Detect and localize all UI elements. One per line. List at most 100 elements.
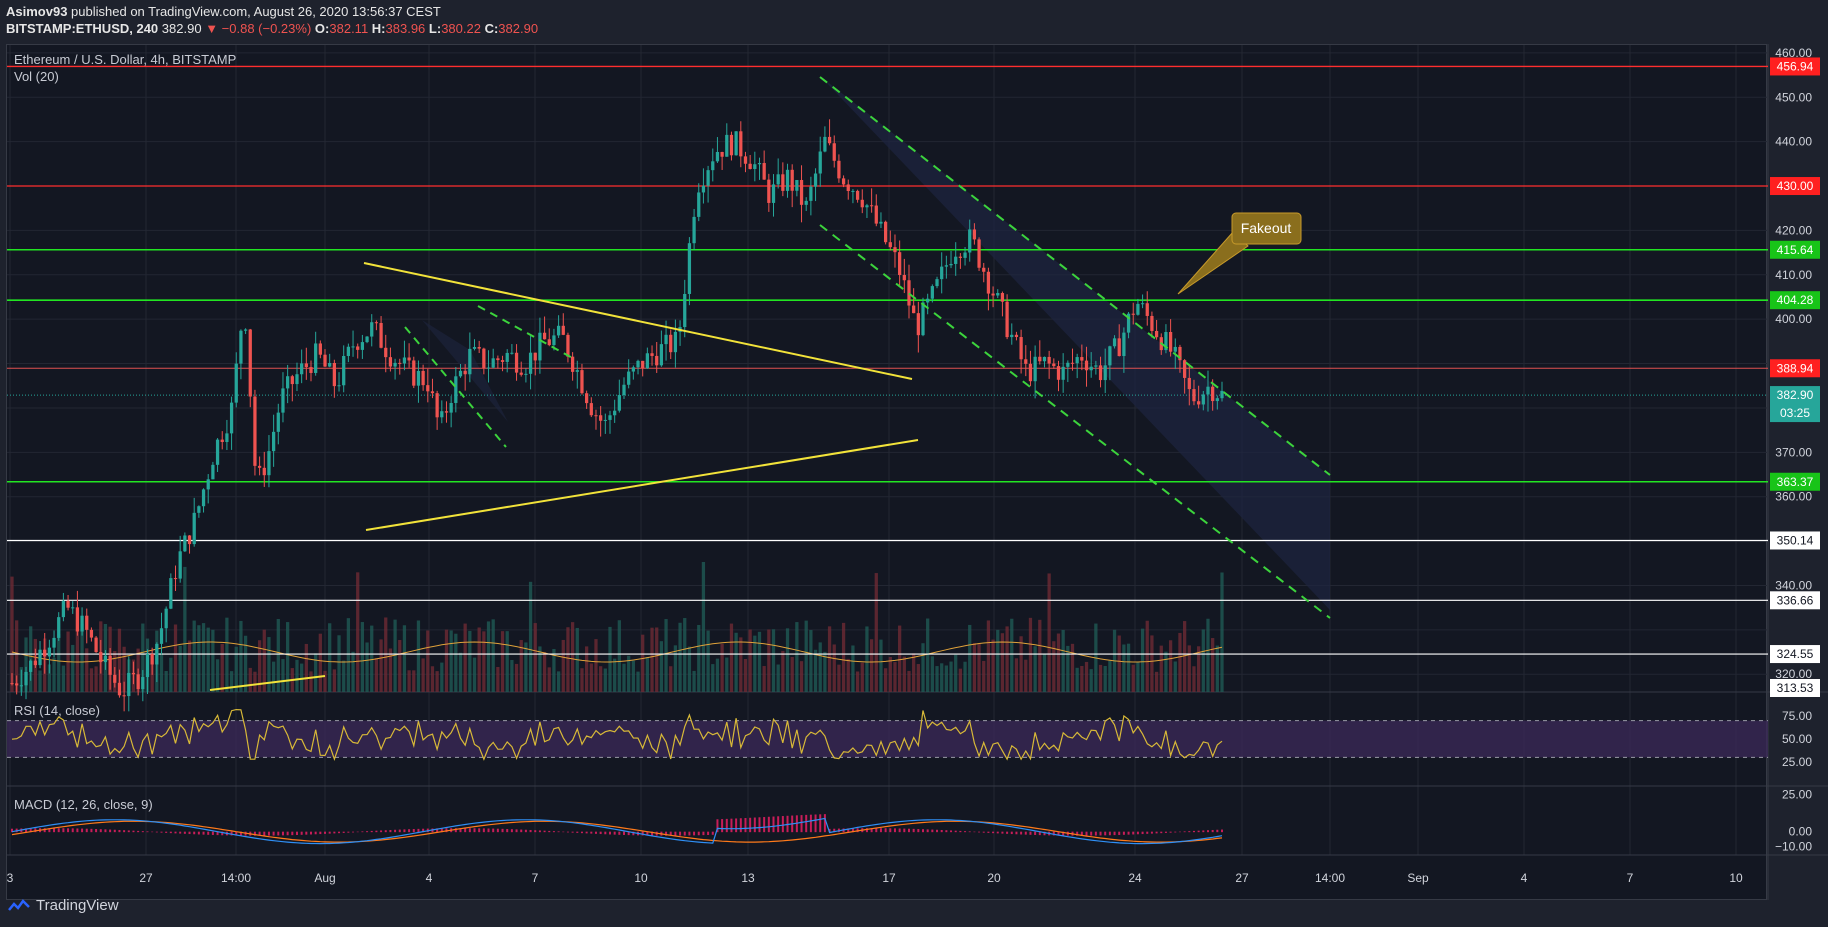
volume-bar [141,623,145,692]
candle-body [1140,303,1145,305]
volume-bar [599,666,603,692]
candle-body [173,578,178,580]
macd-hist-bar [464,828,467,833]
macd-hist-bar [384,830,387,833]
volume-bar [346,618,350,692]
volume-bar [729,623,734,692]
candle-body [38,649,42,666]
volume-bar [622,663,626,692]
volume-bar [935,666,939,692]
macd-hist-bar [917,829,920,833]
volume-bar [743,658,748,692]
close-value: 382.90 [498,21,539,36]
candle-body [99,652,103,663]
candle-body [720,151,724,157]
macd-hist-bar [1020,831,1023,835]
macd-hist-bar [118,829,121,833]
volume-bar [61,665,66,692]
volume-bar [659,641,664,692]
rsi-tick-label: 75.00 [1782,709,1812,723]
macd-hist-bar [856,828,859,833]
candle-body [552,335,556,346]
rsi-tick-label: 25.00 [1782,755,1812,769]
tradingview-footer[interactable]: TradingView [8,897,119,914]
candle-body [1182,360,1187,378]
volume-bar [1140,628,1145,692]
price-tick-label: 440.00 [1775,135,1812,149]
candle-body [832,143,836,161]
macd-tick-label: 25.00 [1782,787,1812,801]
macd-hist-bar [884,828,887,833]
candle-body [66,600,70,608]
candle-body [1070,362,1075,364]
level-badge [1770,679,1820,697]
level-badge [1770,240,1820,259]
volume-bar [613,658,617,692]
candle-body [47,647,52,657]
macd-hist-bar [221,831,224,836]
candle-body [865,205,869,208]
volume-bar [958,668,963,692]
volume-bar [855,671,860,692]
candle-body [1061,366,1065,380]
candle-body [757,163,762,165]
macd-hist-bar [482,828,485,833]
macd-hist-bar [309,831,312,835]
macd-hist-bar [1024,831,1027,835]
candle-body [187,535,192,545]
macd-hist-bar [912,828,915,833]
candle-body [332,363,336,387]
volume-bar [24,637,28,692]
macd-hist-bar [679,831,682,836]
candle-body [659,344,664,366]
macd-hist-bar [113,829,116,833]
macd-hist-bar [230,831,233,836]
volume-bar [528,581,533,692]
macd-hist-bar [305,831,308,835]
candle-body [1033,356,1037,382]
macd-hist-bar [571,831,574,833]
volume-bar [860,662,864,692]
volume-bar [234,646,238,692]
macd-hist-bar [291,831,294,836]
price-change: ▼ −0.88 (−0.23%) [205,21,312,36]
volume-bar [164,670,168,692]
macd-hist-bar [417,828,420,833]
macd-hist-bar [1146,831,1149,834]
volume-bar [986,620,991,692]
candle-body [949,263,953,266]
macd-hist-bar [151,831,154,833]
candle-body [421,370,425,386]
macd-hist-bar [651,831,654,836]
macd-hist-bar [1038,831,1041,836]
time-tick-label: 20 [987,871,1001,885]
candle-body [1000,293,1005,302]
candle-body [641,360,645,369]
volume-bar [225,617,229,692]
volume-bar [57,634,61,692]
volume-bar [771,629,776,692]
macd-hist-bar [749,817,752,833]
volume-bar [1220,572,1224,692]
author-name[interactable]: Asimov93 [6,4,68,19]
macd-hist-bar [646,831,649,836]
macd-hist-bar [767,816,770,833]
volume-bar [701,561,706,692]
volume-bar [944,665,948,692]
candle-body [1075,357,1079,364]
volume-bar [491,619,495,692]
volume-bar [1201,629,1205,692]
macd-hist-bar [805,814,808,833]
volume-bar [286,622,290,692]
volume-bar [884,668,888,692]
callout-box [1231,212,1302,245]
time-tick-label: 4 [426,871,433,885]
candle-body [599,415,603,421]
volume-bar [80,623,84,692]
macd-hist-bar [534,830,537,833]
macd-hist-bar [188,831,191,835]
candle-body [491,358,495,368]
price-tick-label: 410.00 [1775,268,1812,282]
candle-body [1084,360,1089,371]
